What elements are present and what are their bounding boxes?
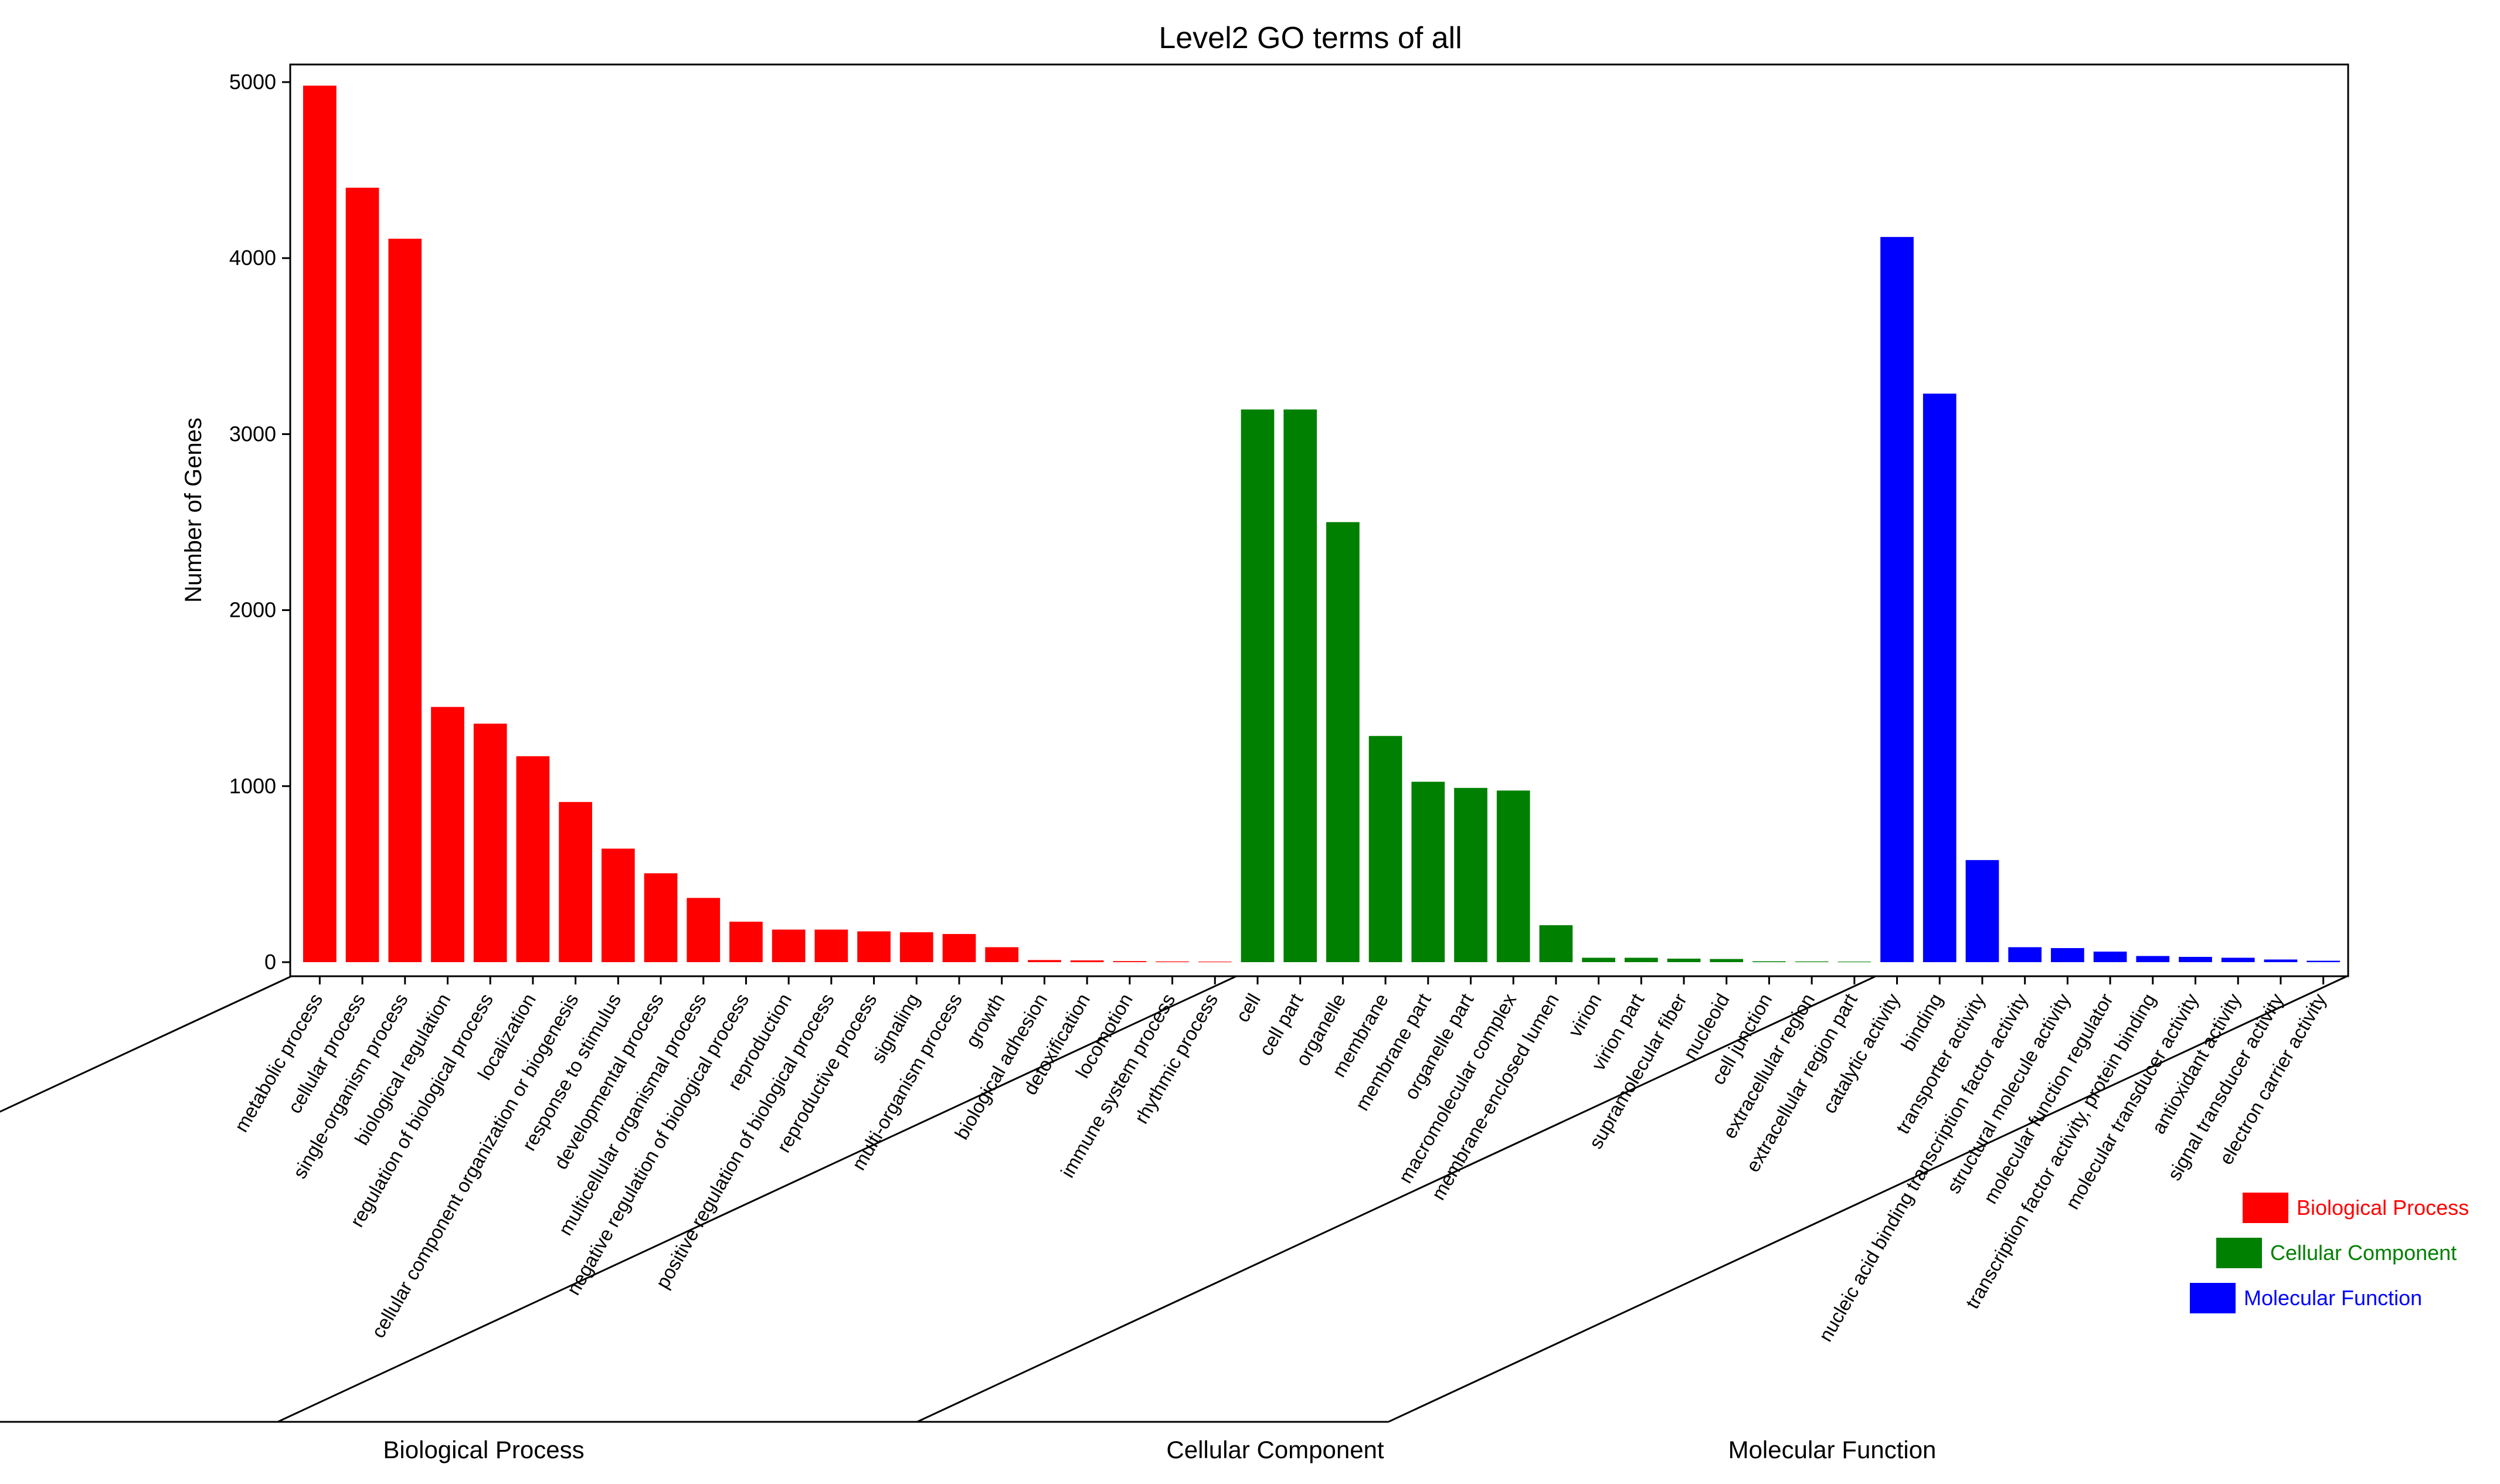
chart-title: Level2 GO terms of all (1159, 21, 1462, 55)
bar (1496, 790, 1530, 962)
bar (899, 932, 933, 962)
bar (1411, 782, 1445, 962)
bar (1028, 960, 1061, 962)
bar (1283, 409, 1317, 962)
bar (2136, 956, 2170, 962)
bar (1539, 925, 1573, 962)
bar (1113, 961, 1147, 962)
bar (1667, 958, 1701, 962)
y-tick-label: 5000 (229, 70, 276, 94)
y-tick-label: 2000 (229, 598, 276, 622)
group-label: Molecular Function (1728, 1436, 1937, 1463)
bar (1241, 409, 1275, 962)
bar (772, 929, 806, 962)
group-divider (916, 975, 1876, 1423)
bar (1880, 237, 1914, 962)
bar (1965, 860, 1999, 962)
group-label: Cellular Component (1166, 1436, 1384, 1463)
x-tick-label: growth (961, 990, 1009, 1051)
bar (2264, 959, 2298, 962)
group-label: Biological Process (383, 1436, 584, 1463)
bar (1454, 787, 1487, 962)
legend-label: Biological Process (2297, 1196, 2469, 1220)
y-tick-label: 1000 (229, 774, 276, 798)
bar (516, 756, 550, 962)
legend-swatch (2216, 1238, 2262, 1268)
bar (687, 898, 721, 962)
y-axis-label: Number of Genes (181, 417, 206, 603)
bar (857, 931, 891, 962)
bar (1368, 736, 1402, 962)
group-divider (277, 975, 1237, 1423)
bar (644, 873, 678, 962)
bar (431, 707, 464, 962)
bar (985, 947, 1019, 962)
bar (2179, 956, 2212, 962)
bar (559, 802, 592, 962)
bar (1624, 957, 1658, 962)
legend-swatch (2243, 1193, 2288, 1223)
bar (2093, 951, 2127, 962)
bar (1326, 522, 1360, 962)
x-tick-label: cell (1231, 990, 1265, 1025)
legend-swatch (2190, 1283, 2236, 1313)
bar (2307, 960, 2341, 962)
group-divider (1388, 975, 2348, 1423)
y-tick-label: 4000 (229, 246, 276, 270)
bar (1070, 960, 1104, 962)
x-tick-label: virion (1564, 990, 1605, 1041)
bar (1752, 961, 1786, 962)
legend-label: Cellular Component (2270, 1241, 2457, 1265)
bar (388, 239, 422, 962)
bar (1582, 957, 1615, 962)
group-divider (0, 975, 292, 1113)
bar (345, 188, 379, 962)
plot-frame (289, 63, 2349, 977)
bar (1710, 959, 1744, 962)
bar (2221, 957, 2255, 962)
bar (303, 86, 337, 962)
y-tick-label: 3000 (229, 422, 276, 446)
bar (2051, 948, 2084, 962)
legend-label: Molecular Function (2244, 1286, 2422, 1310)
bar (814, 929, 848, 962)
bar (473, 724, 507, 962)
bar (2008, 947, 2042, 962)
bar (601, 848, 635, 962)
bar (729, 921, 763, 962)
bar (1922, 393, 1956, 962)
bar (942, 933, 976, 962)
y-tick-label: 0 (264, 950, 276, 974)
